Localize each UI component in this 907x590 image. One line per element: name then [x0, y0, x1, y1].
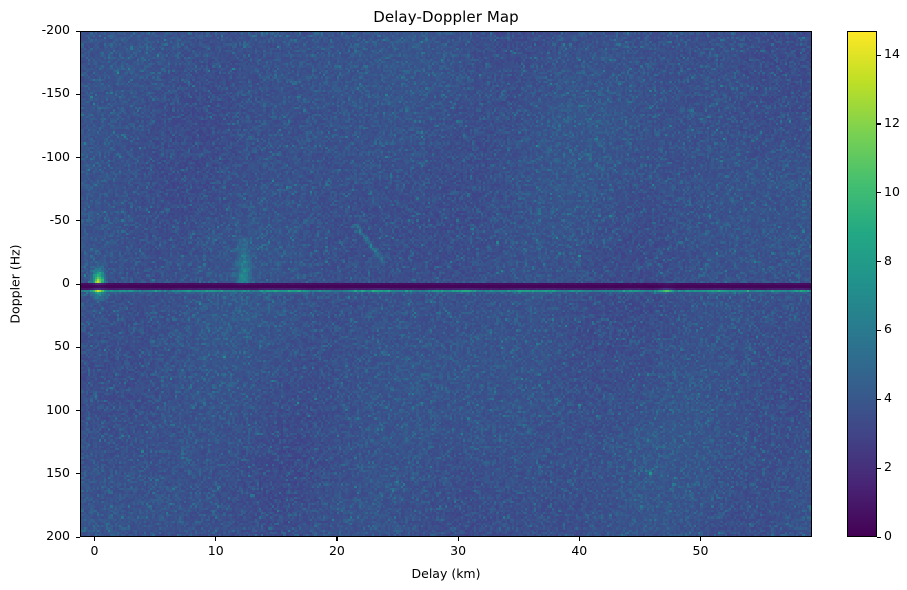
x-tick-mark — [578, 537, 580, 541]
colorbar-tick-label: 14 — [884, 46, 900, 62]
y-tick-mark — [76, 536, 80, 538]
colorbar-tick-mark — [877, 398, 881, 400]
y-tick-label: -100 — [41, 148, 70, 164]
colorbar-tick-mark — [877, 329, 881, 332]
colorbar-tick-mark — [877, 192, 881, 194]
y-tick-mark — [76, 410, 80, 412]
colorbar-tick-label: 4 — [884, 390, 892, 406]
colorbar-tick-label: 8 — [884, 252, 892, 268]
x-tick-label: 10 — [207, 543, 224, 558]
y-tick-label: 150 — [46, 464, 70, 480]
x-tick-mark — [700, 537, 702, 541]
colorbar-tick-mark — [877, 54, 881, 56]
colorbar-tick-label: 0 — [884, 528, 892, 543]
delay-doppler-heatmap — [81, 32, 811, 536]
page-title: Delay-Doppler Map — [373, 8, 519, 26]
y-tick-label: -200 — [41, 22, 70, 37]
y-tick-mark — [76, 30, 80, 32]
y-tick-mark — [76, 473, 80, 475]
x-tick-label: 30 — [450, 543, 467, 558]
y-axis-label: Doppler (Hz) — [7, 244, 23, 324]
x-axis-label: Delay (km) — [411, 566, 481, 581]
heatmap-axes — [80, 31, 812, 537]
y-tick-label: 200 — [46, 528, 70, 543]
y-tick-label: 50 — [54, 338, 70, 354]
x-tick-mark — [336, 537, 338, 541]
colorbar — [847, 31, 877, 537]
y-tick-mark — [76, 157, 80, 159]
y-tick-label: 100 — [46, 401, 70, 417]
colorbar-tick-mark — [877, 261, 881, 263]
colorbar-tick-label: 6 — [884, 321, 892, 337]
colorbar-tick-mark — [877, 123, 881, 125]
colorbar-tick-label: 10 — [884, 183, 900, 199]
y-tick-mark — [76, 93, 80, 95]
x-tick-mark — [94, 537, 96, 541]
x-tick-mark — [457, 537, 459, 541]
colorbar-tick-mark — [877, 467, 881, 469]
y-tick-mark — [76, 346, 80, 348]
y-tick-mark — [76, 283, 80, 285]
colorbar-tick-label: 2 — [884, 459, 892, 475]
x-tick-label: 50 — [692, 543, 709, 558]
x-tick-label: 20 — [328, 543, 345, 558]
y-tick-mark — [76, 220, 80, 222]
colorbar-tick-mark — [877, 536, 881, 538]
x-tick-mark — [215, 537, 217, 541]
y-tick-label: -50 — [49, 211, 70, 227]
colorbar-tick-label: 12 — [884, 114, 900, 130]
y-tick-label: -150 — [41, 85, 70, 101]
colorbar-gradient — [848, 32, 876, 536]
x-tick-label: 40 — [571, 543, 588, 558]
x-tick-label: 0 — [90, 543, 99, 558]
y-tick-label: 0 — [62, 275, 70, 290]
